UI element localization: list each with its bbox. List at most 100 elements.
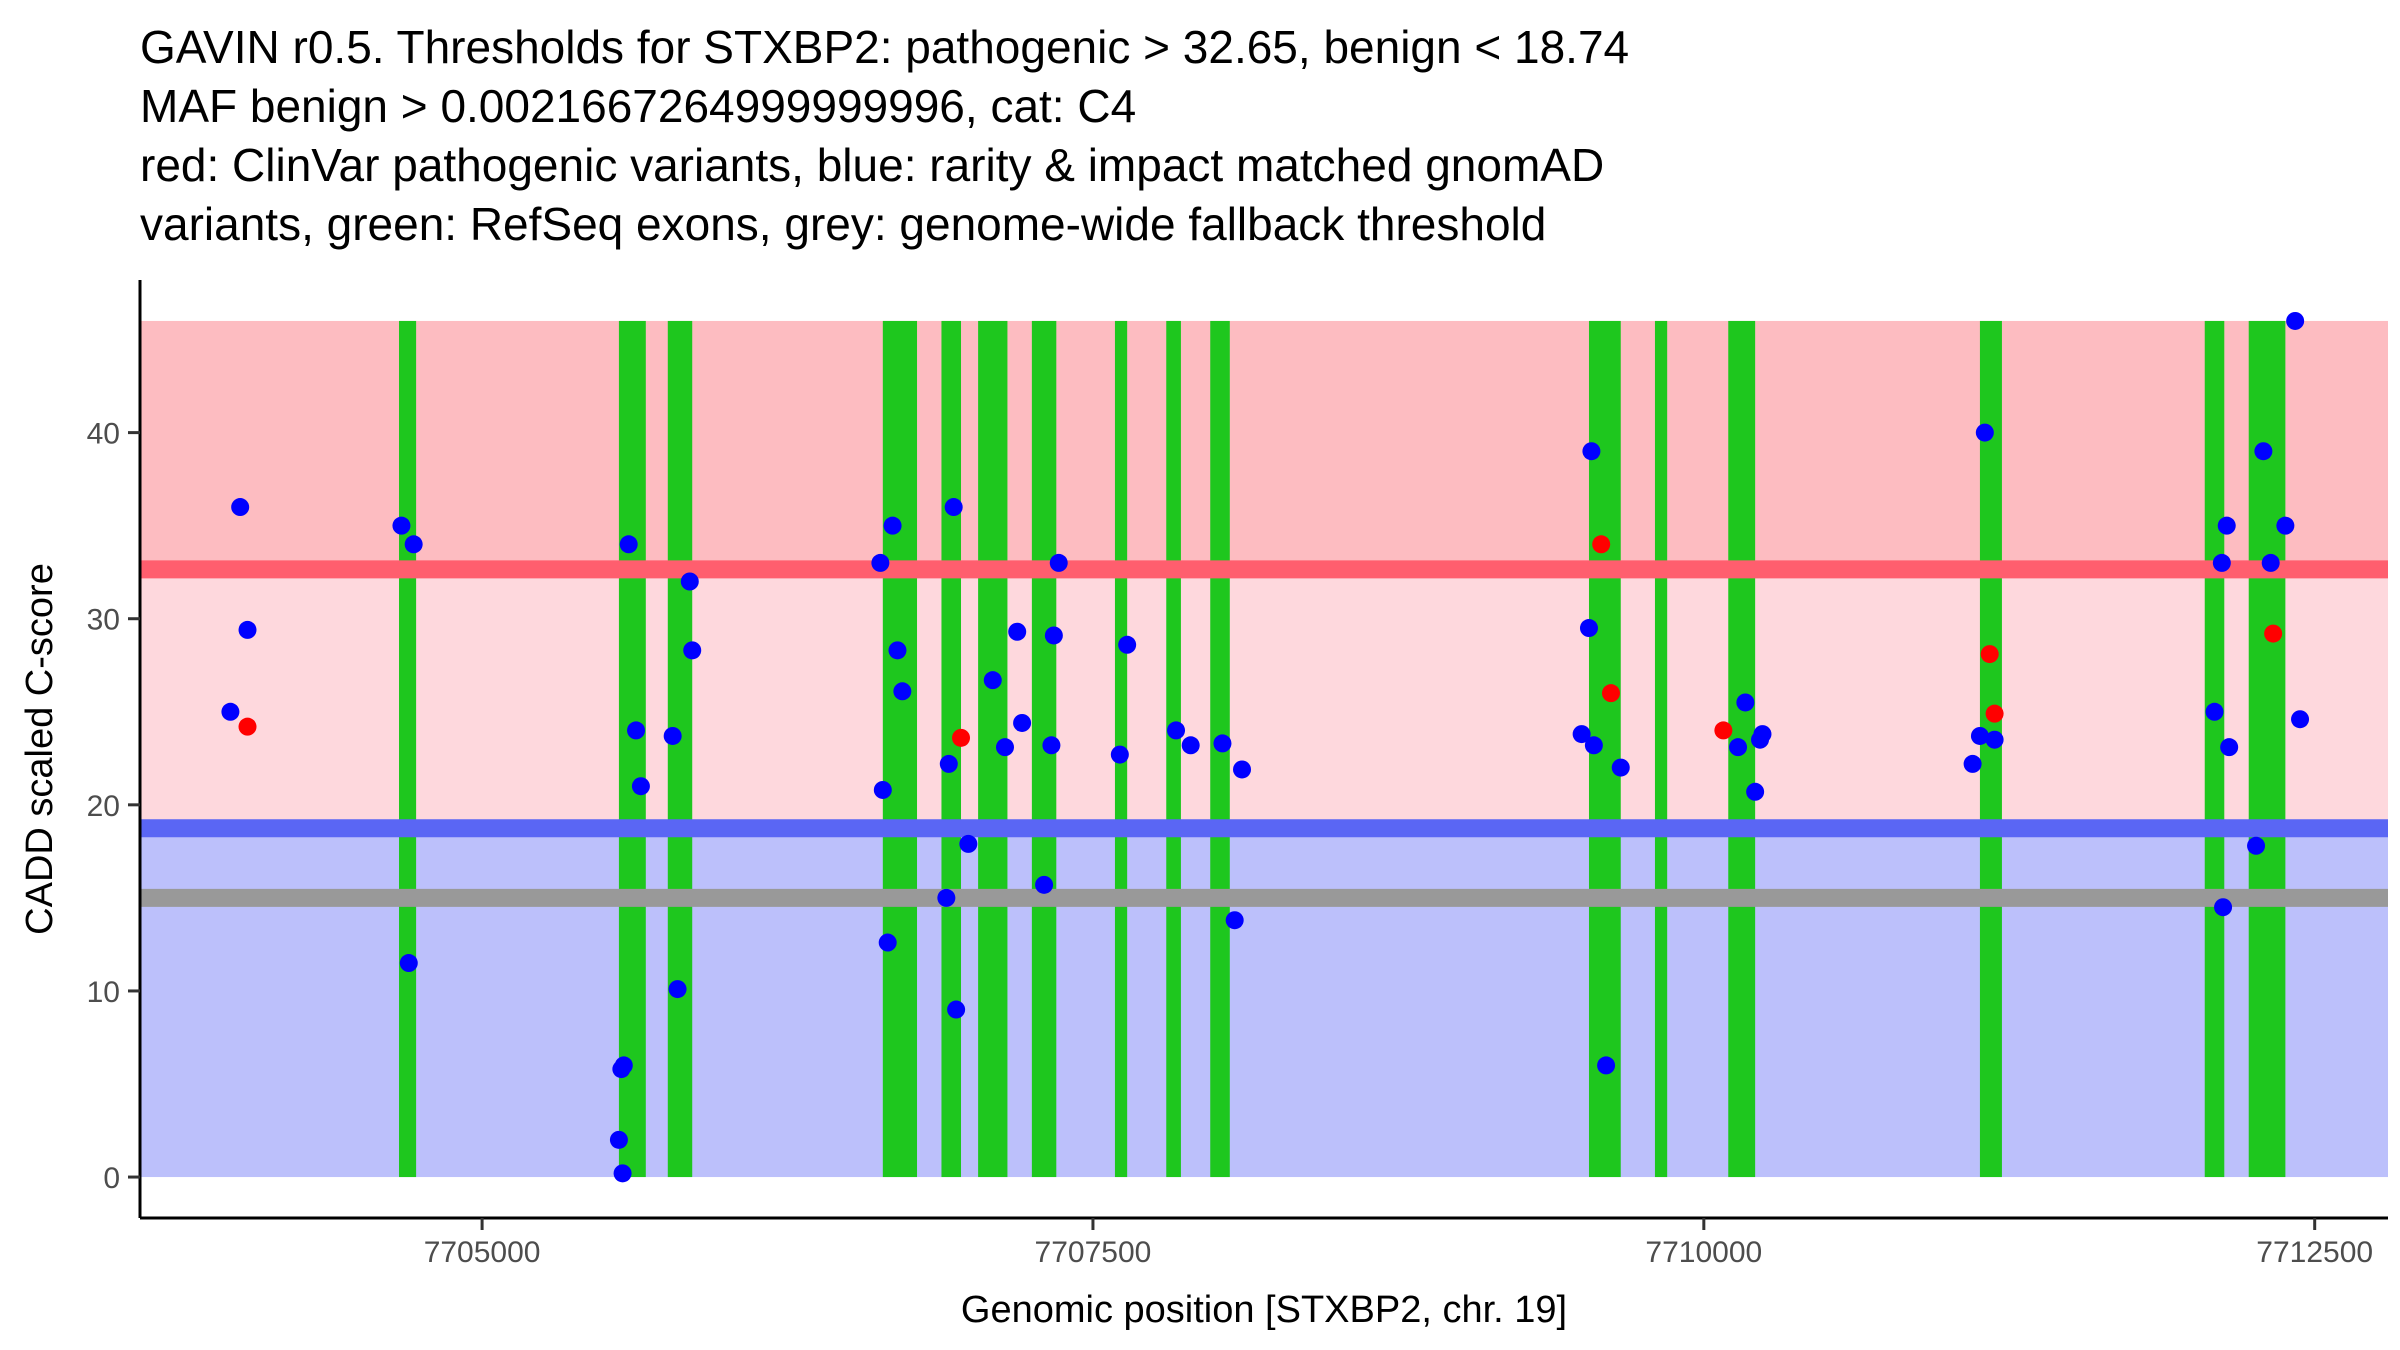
gnomad-point [613,1164,632,1183]
gnomad-point [2276,516,2295,535]
x-tick-label: 7712500 [2256,1236,2373,1269]
gnomad-point [2286,311,2305,330]
gnomad-point [2247,836,2266,855]
exon-bar [2248,320,2286,1178]
exon-bar [399,320,417,1178]
gnomad-point [1118,635,1137,654]
gnomad-point [663,726,682,745]
gnomad-point [619,535,638,554]
title-line-4: variants, green: RefSeq exons, grey: gen… [140,198,1547,250]
y-tick-label: 20 [87,790,120,823]
variant-points [221,311,2310,1183]
clinvar-point [1980,645,1999,664]
gnomad-point [1597,1056,1616,1075]
y-axis-ticks: 0 10 20 30 40 [87,418,140,1195]
x-axis-ticks: 7705000 7707500 7710000 7712500 [424,1218,2373,1269]
chart-title: GAVIN r0.5. Thresholds for STXBP2: patho… [140,18,2360,254]
gnomad-point [1753,725,1772,744]
gnomad-point [937,888,956,907]
gnomad-point [883,516,902,535]
gnomad-point [1049,553,1068,572]
x-tick-label: 7710000 [1645,1236,1762,1269]
gnomad-point [631,777,650,796]
x-tick-label: 7707500 [1035,1236,1152,1269]
gnomad-point [1746,782,1765,801]
title-line-3: red: ClinVar pathogenic variants, blue: … [140,139,1605,191]
y-axis-title: CADD scaled C-score [19,563,61,935]
gnomad-point [609,1130,628,1149]
gnomad-point [399,954,418,973]
gnomad-point [1985,730,2004,749]
gnomad-point [983,671,1002,690]
gnomad-point [1013,713,1032,732]
gnomad-point [1579,619,1598,638]
exon-bar [882,320,918,1178]
clinvar-point [952,728,971,747]
gnomad-point [1042,736,1061,755]
gnomad-point [668,980,687,999]
clinvar-point [1985,704,2004,723]
title-line-1: GAVIN r0.5. Thresholds for STXBP2: patho… [140,21,1630,73]
gnomad-point [1233,760,1252,779]
exon-bar [1166,320,1181,1178]
exon-bar [1654,320,1668,1178]
y-tick-label: 0 [103,1162,120,1195]
gnomad-point [871,553,890,572]
y-tick-label: 30 [87,604,120,637]
clinvar-point [238,717,257,736]
x-tick-label: 7705000 [424,1236,541,1269]
gnomad-point [1110,745,1129,764]
gnomad-point [680,572,699,591]
gnomad-point [1035,875,1054,894]
gnomad-point [1975,423,1994,442]
gnomad-point [995,738,1014,757]
gnomad-point [1736,693,1755,712]
exon-bar [2204,320,2225,1178]
gnomad-point [1181,736,1200,755]
gnomad-point [2205,702,2224,721]
y-tick-label: 40 [87,418,120,451]
exon-bar [1979,320,2002,1178]
gnomad-point [231,498,250,517]
gnomad-point [2220,738,2239,757]
gnomad-point [683,641,702,660]
gnomad-point [939,754,958,773]
gnomad-point [1584,736,1603,755]
threshold-bands [140,320,2388,1178]
gnomad-point [2217,516,2236,535]
gnomad-point [2291,710,2310,729]
clinvar-point [2264,624,2283,643]
gnomad-point [1963,754,1982,773]
clinvar-point [1714,721,1733,740]
exon-bar [941,320,962,1178]
uncertain-band [140,569,2388,829]
gnomad-point [947,1000,966,1019]
gnomad-point [614,1056,633,1075]
gnomad-point [1970,726,1989,745]
gnomad-point [959,834,978,853]
benign-band [140,828,2388,1178]
gnomad-point [893,682,912,701]
gnomad-point [1008,622,1027,641]
gnomad-point [2261,553,2280,572]
gnomad-point [1044,626,1063,645]
exon-bar [667,320,693,1178]
threshold-lines [140,560,2388,907]
gnomad-point [1572,725,1591,744]
gnomad-point [392,516,411,535]
gnomad-point [238,620,257,639]
axes [138,280,2388,1220]
gnomad-point [221,702,240,721]
exon-bar [618,320,646,1178]
x-axis-title: Genomic position [STXBP2, chr. 19] [961,1289,1567,1331]
title-line-2: MAF benign > 0.0021667264999999996, cat:… [140,80,1137,132]
gnomad-point [1611,758,1630,777]
gnomad-point [1225,911,1244,930]
gnomad-point [873,780,892,799]
gnomad-point [1167,721,1186,740]
gnomad-point [1729,738,1748,757]
y-tick-label: 10 [87,976,120,1009]
gnomad-point [2214,898,2233,917]
gnomad-point [1213,734,1232,753]
